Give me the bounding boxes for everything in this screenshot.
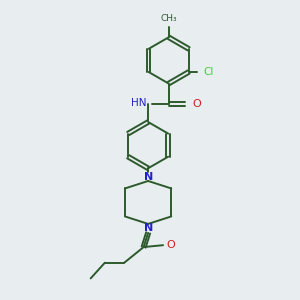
Text: N: N	[143, 172, 153, 182]
Text: CH₃: CH₃	[160, 14, 177, 23]
Text: N: N	[143, 224, 153, 233]
Text: O: O	[166, 240, 175, 250]
Text: O: O	[192, 99, 201, 109]
Text: HN: HN	[131, 98, 146, 108]
Text: Cl: Cl	[203, 67, 213, 77]
